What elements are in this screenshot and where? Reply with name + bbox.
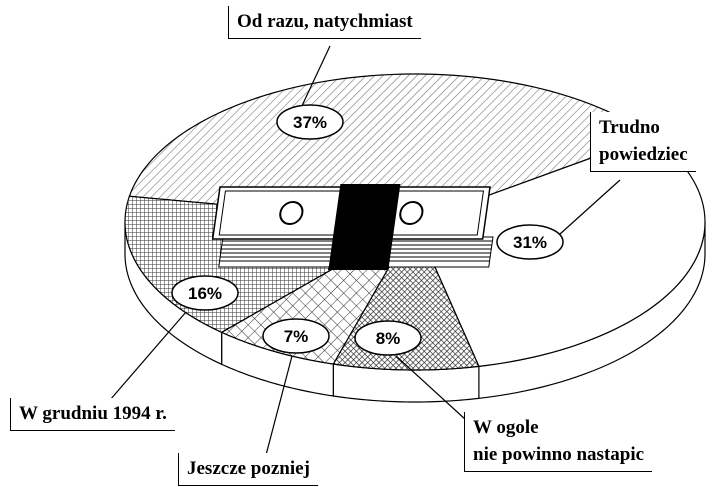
category-label: Jeszcze pozniej — [178, 453, 318, 486]
category-label: Trudno powiedziec — [590, 112, 696, 172]
value-label: 7% — [284, 327, 309, 346]
page: {"chart_data": {"type": "pie", "categori… — [0, 0, 714, 487]
category-label: W ogole nie powinno nastapic — [464, 412, 652, 472]
leader-line — [110, 312, 186, 400]
money-stack-illustration — [208, 184, 500, 270]
category-label: Od razu, natychmiast — [228, 6, 421, 39]
value-label: 31% — [513, 233, 547, 252]
category-label: W grudniu 1994 r. — [10, 398, 175, 431]
value-label: 37% — [293, 113, 327, 132]
value-label: 16% — [188, 284, 222, 303]
value-label: 8% — [376, 329, 401, 348]
